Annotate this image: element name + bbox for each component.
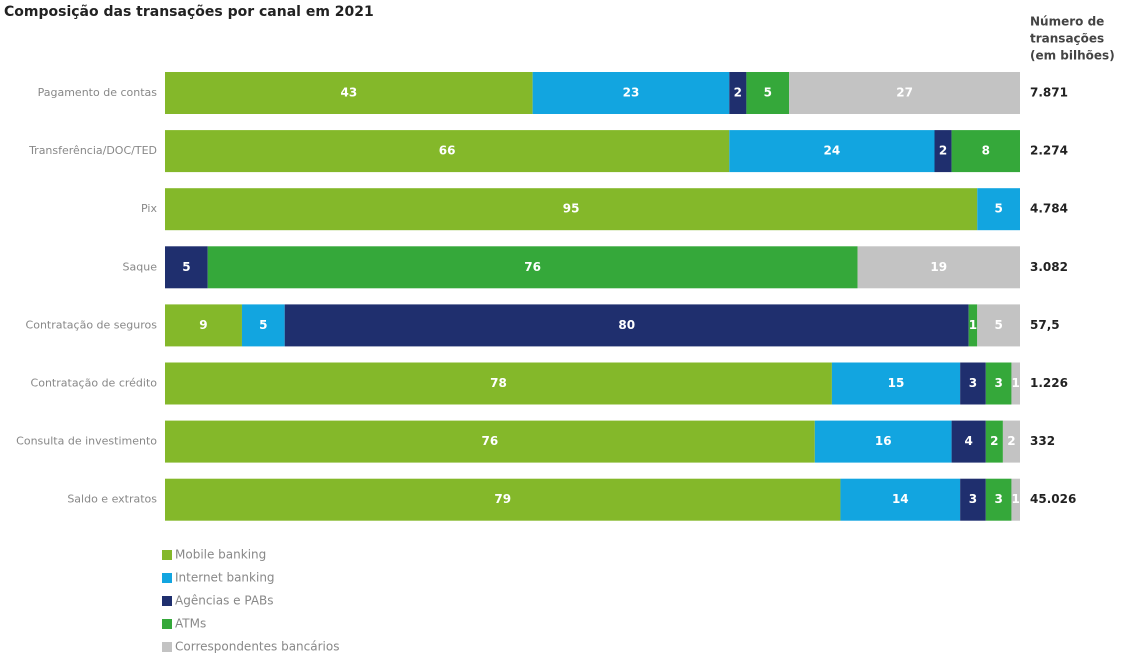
segment-label: 5 xyxy=(994,202,1002,216)
bar-segment xyxy=(1002,420,1020,463)
segment-label: 3 xyxy=(969,492,977,506)
bar-segment xyxy=(165,478,841,521)
segment-label: 2 xyxy=(734,86,742,100)
legend-swatch xyxy=(162,619,172,629)
legend-label: Mobile banking xyxy=(175,548,266,562)
total-label: 7.871 xyxy=(1030,86,1068,100)
segment-label: 5 xyxy=(994,318,1002,332)
bar-segment xyxy=(165,362,832,405)
segment-label: 1 xyxy=(969,318,977,332)
bar-segment xyxy=(165,188,978,231)
bar-segment xyxy=(165,72,533,114)
bar-segment xyxy=(1011,362,1020,405)
bar-segment xyxy=(165,246,208,289)
bar-segment xyxy=(985,362,1012,405)
segment-label: 76 xyxy=(482,434,499,448)
bar-segment xyxy=(951,420,986,463)
segment-label: 3 xyxy=(969,376,977,390)
total-label: 3.082 xyxy=(1030,260,1068,274)
bar-segment xyxy=(165,420,815,463)
segment-label: 2 xyxy=(939,144,947,158)
legend-swatch xyxy=(162,642,172,652)
legend-label: Correspondentes bancários xyxy=(175,640,339,654)
chart-title: Composição das transações por canal em 2… xyxy=(4,4,374,20)
bar-segment xyxy=(968,304,978,347)
segment-label: 23 xyxy=(623,86,640,100)
segment-label: 66 xyxy=(439,144,456,158)
bar-segment xyxy=(729,72,747,114)
bar-segment xyxy=(951,130,1020,173)
legend-label: Internet banking xyxy=(175,571,275,585)
legend-label: ATMs xyxy=(175,617,206,631)
segment-label: 24 xyxy=(824,144,841,158)
segment-label: 80 xyxy=(618,318,635,332)
bar-segment xyxy=(985,420,1003,463)
total-label: 1.226 xyxy=(1030,376,1068,390)
segment-label: 2 xyxy=(990,434,998,448)
segment-label: 8 xyxy=(982,144,990,158)
bar-segment xyxy=(985,478,1012,521)
bar-segment xyxy=(789,72,1020,114)
bar-segment xyxy=(977,188,1020,231)
segment-label: 5 xyxy=(259,318,267,332)
segment-label: 5 xyxy=(182,260,190,274)
total-label: 332 xyxy=(1030,434,1055,448)
bar-segment xyxy=(840,478,961,521)
category-label: Transferência/DOC/TED xyxy=(28,144,157,157)
total-label: 57,5 xyxy=(1030,318,1060,332)
bar-segment xyxy=(1011,478,1020,521)
totals-header: (em bilhões) xyxy=(1030,49,1115,63)
bar-segment xyxy=(165,304,242,347)
segment-label: 27 xyxy=(896,86,913,100)
segment-label: 3 xyxy=(994,376,1002,390)
bar-segment xyxy=(960,478,986,521)
segment-label: 19 xyxy=(930,260,947,274)
category-label: Saque xyxy=(123,260,158,273)
category-label: Consulta de investimento xyxy=(16,435,157,448)
totals-header: Número de xyxy=(1030,15,1104,29)
legend-label: Agências e PABs xyxy=(175,594,274,608)
segment-label: 4 xyxy=(965,434,973,448)
bar-segment xyxy=(814,420,952,463)
bar-segment xyxy=(934,130,952,173)
segment-label: 15 xyxy=(888,376,905,390)
segment-label: 43 xyxy=(340,86,357,100)
bar-segment xyxy=(284,304,969,347)
bar-segment xyxy=(857,246,1020,289)
bar-segment xyxy=(746,72,790,114)
segment-label: 5 xyxy=(764,86,772,100)
category-label: Pix xyxy=(141,202,157,215)
category-label: Contratação de crédito xyxy=(31,377,158,390)
totals-header: transações xyxy=(1030,32,1104,46)
total-label: 4.784 xyxy=(1030,202,1068,216)
legend-swatch xyxy=(162,596,172,606)
segment-label: 1 xyxy=(1012,492,1020,506)
segment-label: 78 xyxy=(490,376,507,390)
segment-label: 76 xyxy=(524,260,541,274)
legend-swatch xyxy=(162,573,172,583)
bar-segment xyxy=(729,130,935,173)
segment-label: 2 xyxy=(1007,434,1015,448)
legend-swatch xyxy=(162,550,172,560)
total-label: 45.026 xyxy=(1030,492,1076,506)
category-label: Pagamento de contas xyxy=(38,86,158,99)
category-label: Saldo e extratos xyxy=(67,493,157,506)
segment-label: 79 xyxy=(494,492,511,506)
segment-label: 3 xyxy=(994,492,1002,506)
bar-segment xyxy=(960,362,986,405)
category-label: Contratação de seguros xyxy=(26,318,158,331)
bar-segment xyxy=(241,304,285,347)
bar-segment xyxy=(831,362,961,405)
bar-segment xyxy=(207,246,858,289)
segment-label: 95 xyxy=(563,202,580,216)
total-label: 2.274 xyxy=(1030,144,1068,158)
segment-label: 1 xyxy=(1012,376,1020,390)
bar-segment xyxy=(532,72,730,114)
bar-segment xyxy=(165,130,730,173)
segment-label: 16 xyxy=(875,434,892,448)
segment-label: 9 xyxy=(199,318,207,332)
bar-segment xyxy=(977,304,1020,347)
segment-label: 14 xyxy=(892,492,909,506)
